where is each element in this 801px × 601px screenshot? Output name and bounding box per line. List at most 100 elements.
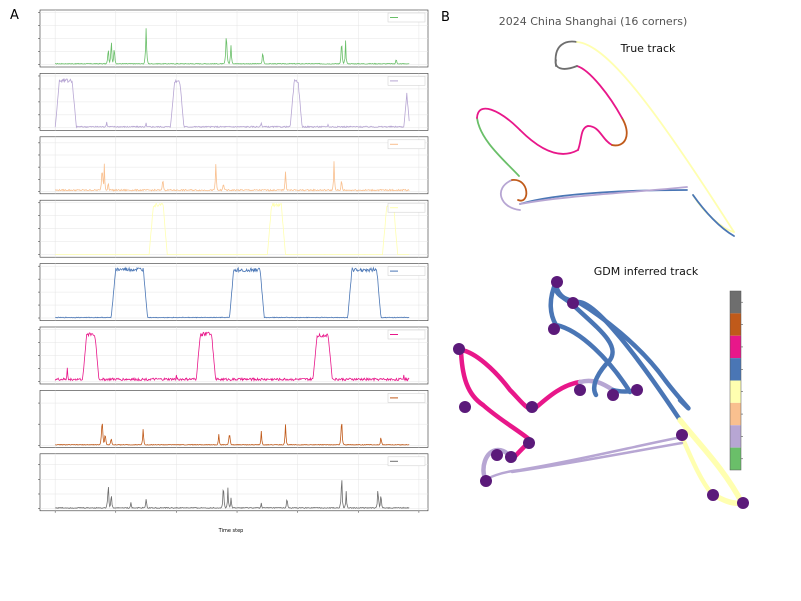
corner-circle: [574, 384, 586, 396]
corner-marker-11: [567, 297, 579, 309]
subplot-state-6: [38, 390, 429, 448]
legend-box: [387, 393, 426, 403]
corner-circle: [607, 389, 619, 401]
series-line: [55, 480, 410, 509]
gdm-inferred-track: [453, 276, 749, 509]
gdm-track-segment: [677, 417, 745, 506]
corner-circle: [567, 297, 579, 309]
true-track-segment: [511, 179, 528, 202]
gdm-track-segment: [575, 299, 683, 423]
gdm-track-segment: [458, 347, 486, 408]
subplot-state-2: [38, 136, 429, 195]
corner-circle: [737, 497, 749, 509]
true-track-segment: [519, 129, 579, 155]
true-track-segment: [692, 194, 735, 237]
gdm-track-segment: [480, 402, 533, 443]
legend-box: [387, 76, 426, 86]
legend: [387, 456, 426, 467]
subplot-frame: [39, 453, 429, 512]
series-line: [54, 161, 410, 192]
corner-marker-4: [523, 437, 535, 449]
corner-marker-3: [505, 451, 517, 463]
corner-circle: [631, 384, 643, 396]
corner-marker-10: [631, 384, 643, 396]
subplot-state-0: [38, 9, 429, 68]
series-line: [55, 202, 410, 256]
true-track-segment: [587, 125, 613, 146]
legend-box: [387, 266, 426, 276]
panel-b-label: B: [441, 10, 450, 25]
gdm-track-segment: [679, 434, 715, 497]
true-track-segment: [576, 65, 623, 119]
corner-circle: [505, 451, 517, 463]
corner-circle: [459, 401, 471, 413]
corner-circle: [523, 437, 535, 449]
legend: [387, 329, 426, 340]
corner-marker-14: [737, 497, 749, 509]
corner-marker-6: [453, 343, 465, 355]
true-track-label: True track: [620, 42, 676, 55]
corner-marker-12: [548, 323, 560, 335]
corner-circle: [526, 401, 538, 413]
true-track-segment: [554, 40, 578, 67]
legend-box: [387, 139, 426, 150]
legend-box: [387, 456, 426, 467]
series-line: [54, 331, 410, 382]
legend-box: [387, 202, 426, 213]
true-track-segment: [554, 59, 578, 70]
subplot-frame: [39, 390, 429, 448]
corner-marker-16: [676, 429, 688, 441]
colorbar-segment: [730, 291, 741, 314]
gdm-track-segment: [570, 302, 615, 398]
track-title: 2024 China Shanghai (16 corners): [499, 15, 688, 28]
subplot-state-1: [38, 73, 429, 131]
series-line: [54, 77, 410, 129]
true-track-segment: [476, 107, 521, 131]
corner-marker-2: [491, 449, 503, 461]
legend: [387, 12, 426, 23]
gdm-track-segment: [458, 347, 536, 413]
colorbar-segment: [730, 380, 741, 403]
subplot-state-7: [38, 453, 429, 513]
legend: [387, 266, 426, 276]
colorbar-segment: [730, 447, 741, 470]
legend: [387, 139, 426, 150]
x-axis-label: Time step: [218, 528, 244, 534]
series-line: [55, 423, 410, 446]
corner-marker-7: [526, 401, 538, 413]
corner-circle: [491, 449, 503, 461]
true-track: [476, 40, 735, 237]
corner-circle: [707, 489, 719, 501]
corner-circle: [551, 276, 563, 288]
corner-marker-1: [480, 475, 492, 487]
subplot-state-5: [38, 326, 429, 385]
gdm-track-segment: [548, 279, 633, 395]
corner-marker-13: [551, 276, 563, 288]
legend: [387, 202, 426, 213]
subplot-frame: [39, 136, 429, 195]
gdm-track-segment: [510, 441, 684, 474]
true-track-segment: [500, 179, 521, 211]
true-track-segment: [519, 186, 688, 205]
legend-box: [387, 12, 426, 23]
legend: [387, 393, 426, 403]
colorbar-segment: [730, 313, 741, 336]
gdm-track-segment: [577, 378, 616, 393]
series-line: [55, 266, 410, 319]
subplot-state-3: [38, 199, 429, 258]
true-track-segment: [577, 125, 589, 151]
corner-circle: [480, 475, 492, 487]
state-probability-panels: [38, 9, 429, 513]
corner-marker-15: [707, 489, 719, 501]
corner-circle: [548, 323, 560, 335]
legend-box: [387, 329, 426, 340]
series-line: [55, 28, 410, 65]
corner-circle: [676, 429, 688, 441]
colorbar-segment: [730, 358, 741, 381]
colorbar-segment: [730, 425, 741, 448]
true-track-segment: [519, 189, 688, 205]
true-track-segment: [576, 41, 735, 233]
legend: [387, 76, 426, 86]
state-colorbar: [729, 290, 743, 471]
